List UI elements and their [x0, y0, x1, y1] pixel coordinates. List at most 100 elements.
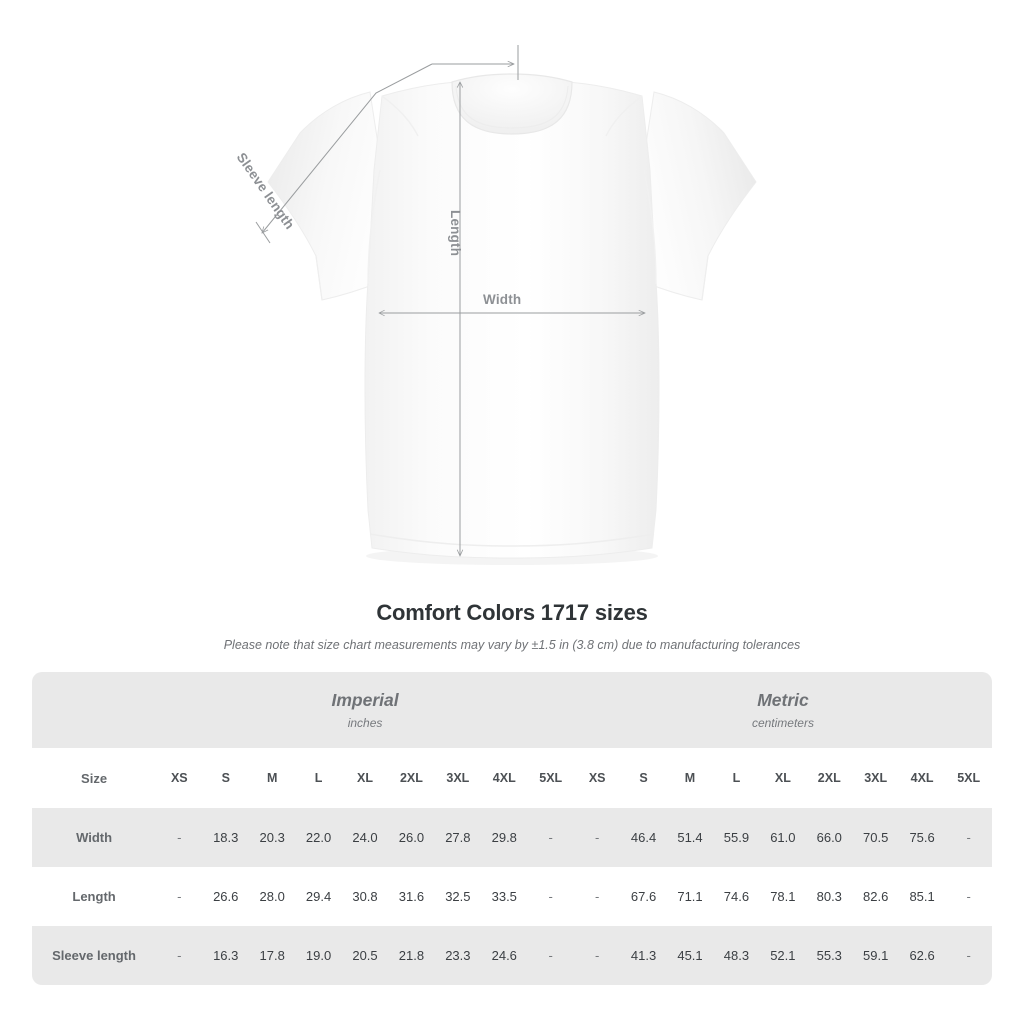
- size-header-metric-2xl: 2XL: [806, 748, 853, 808]
- left-shoulder-seam: [381, 95, 419, 137]
- unit-group-imperial-name: Imperial: [331, 690, 399, 711]
- cell-sleeve-metric-xs: -: [573, 926, 621, 985]
- row-label-width: Width: [32, 808, 157, 867]
- length-dim-label: Length: [448, 210, 463, 257]
- cell-length-imperial-5xl: -: [527, 867, 574, 926]
- cell-width-metric-xs: -: [573, 808, 621, 867]
- row-label-length: Length: [32, 867, 157, 926]
- cell-sleeve-metric-s: 41.3: [620, 926, 667, 985]
- cell-length-imperial-2xl: 31.6: [388, 867, 435, 926]
- cell-width-imperial-l: 22.0: [295, 808, 342, 867]
- unit-band-spacer: [32, 672, 157, 748]
- size-header-label: Size: [32, 748, 157, 808]
- cell-sleeve-imperial-xl: 20.5: [341, 926, 389, 985]
- right-sleeve-seam: [643, 169, 657, 285]
- unit-group-imperial-sub: inches: [347, 715, 383, 730]
- size-header-imperial-xl: XL: [341, 748, 389, 808]
- cell-sleeve-imperial-5xl: -: [527, 926, 574, 985]
- cell-width-metric-l: 55.9: [713, 808, 760, 867]
- cell-sleeve-imperial-l: 19.0: [295, 926, 342, 985]
- cell-sleeve-imperial-xs: -: [156, 926, 203, 985]
- size-header-metric-xl: XL: [759, 748, 807, 808]
- cell-sleeve-imperial-2xl: 21.8: [388, 926, 435, 985]
- unit-group-metric: Metric centimeters: [573, 672, 992, 748]
- cell-sleeve-metric-4xl: 62.6: [898, 926, 946, 985]
- cell-width-imperial-2xl: 26.0: [388, 808, 435, 867]
- cell-length-metric-m: 71.1: [666, 867, 714, 926]
- cell-length-metric-l: 74.6: [713, 867, 760, 926]
- cell-length-imperial-4xl: 33.5: [481, 867, 528, 926]
- cell-length-imperial-xl: 30.8: [341, 867, 389, 926]
- table-row: Width - 18.3 20.3 22.0 24.0 26.0 27.8 29…: [32, 808, 992, 867]
- cell-length-metric-4xl: 85.1: [898, 867, 946, 926]
- dimension-lines: [255, 45, 645, 556]
- table-row: Length - 26.6 28.0 29.4 30.8 31.6 32.5 3…: [32, 867, 992, 926]
- cell-length-metric-2xl: 80.3: [806, 867, 853, 926]
- size-header-imperial-xs: XS: [156, 748, 203, 808]
- size-header-metric-m: M: [666, 748, 714, 808]
- size-header-metric-5xl: 5XL: [945, 748, 992, 808]
- size-header-imperial-s: S: [202, 748, 249, 808]
- cell-length-metric-xl: 78.1: [759, 867, 807, 926]
- width-dim-label: Width: [483, 292, 522, 307]
- cell-sleeve-metric-2xl: 55.3: [806, 926, 853, 985]
- size-header-imperial-m: M: [248, 748, 296, 808]
- size-header-metric-s: S: [620, 748, 667, 808]
- left-sleeve-hem: [315, 255, 323, 301]
- size-header-metric-xs: XS: [573, 748, 621, 808]
- cell-sleeve-imperial-4xl: 24.6: [481, 926, 528, 985]
- unit-band-row: Imperial inches Metric centimeters: [32, 672, 992, 748]
- cell-length-imperial-l: 29.4: [295, 867, 342, 926]
- cell-sleeve-metric-l: 48.3: [713, 926, 760, 985]
- collar: [451, 73, 573, 135]
- cell-width-imperial-m: 20.3: [248, 808, 296, 867]
- row-label-sleeve-length: Sleeve length: [32, 926, 157, 985]
- cell-sleeve-imperial-m: 17.8: [248, 926, 296, 985]
- unit-group-imperial: Imperial inches: [156, 672, 574, 748]
- cell-length-metric-s: 67.6: [620, 867, 667, 926]
- cell-width-imperial-3xl: 27.8: [434, 808, 482, 867]
- cell-sleeve-metric-xl: 52.1: [759, 926, 807, 985]
- size-header-row: Size XS S M L XL 2XL 3XL 4XL 5XL XS S M …: [32, 748, 992, 808]
- sleeve-end-tick: [255, 221, 271, 244]
- size-header-imperial-5xl: 5XL: [527, 748, 574, 808]
- size-table-wrapper: Imperial inches Metric centimeters Size …: [32, 672, 992, 985]
- cell-width-imperial-xl: 24.0: [341, 808, 389, 867]
- shirt-body-group: [267, 73, 757, 559]
- size-header-metric-l: L: [713, 748, 760, 808]
- cell-sleeve-metric-3xl: 59.1: [852, 926, 899, 985]
- sleeve-length-line: [262, 63, 433, 233]
- cell-width-metric-xl: 61.0: [759, 808, 807, 867]
- cell-width-metric-3xl: 70.5: [852, 808, 899, 867]
- cell-sleeve-imperial-s: 16.3: [202, 926, 249, 985]
- page-subtitle: Please note that size chart measurements…: [223, 638, 801, 652]
- cell-width-imperial-5xl: -: [527, 808, 574, 867]
- cell-width-imperial-4xl: 29.8: [481, 808, 528, 867]
- tshirt-diagram: Sleeve length Length Width: [234, 45, 757, 565]
- cell-width-metric-2xl: 66.0: [806, 808, 853, 867]
- cell-length-metric-5xl: -: [945, 867, 992, 926]
- size-header-imperial-4xl: 4XL: [481, 748, 528, 808]
- cell-length-imperial-xs: -: [156, 867, 203, 926]
- cell-sleeve-imperial-3xl: 23.3: [434, 926, 482, 985]
- unit-group-metric-name: Metric: [757, 690, 809, 711]
- cell-width-metric-m: 51.4: [666, 808, 714, 867]
- size-header-metric-3xl: 3XL: [852, 748, 899, 808]
- cell-width-metric-4xl: 75.6: [898, 808, 946, 867]
- cell-width-metric-5xl: -: [945, 808, 992, 867]
- unit-group-metric-sub: centimeters: [751, 715, 814, 730]
- cell-length-imperial-m: 28.0: [248, 867, 296, 926]
- cell-width-metric-s: 46.4: [620, 808, 667, 867]
- shirt-body: [364, 79, 660, 559]
- left-sleeve-seam: [367, 169, 381, 285]
- size-header-metric-4xl: 4XL: [898, 748, 946, 808]
- cell-width-imperial-s: 18.3: [202, 808, 249, 867]
- right-sleeve: [641, 91, 757, 301]
- cell-length-metric-xs: -: [573, 867, 621, 926]
- bottom-hem: [369, 533, 655, 547]
- size-header-imperial-3xl: 3XL: [434, 748, 482, 808]
- cell-length-metric-3xl: 82.6: [852, 867, 899, 926]
- right-sleeve-hem: [701, 255, 709, 301]
- title-block: Comfort Colors 1717 sizes Please note th…: [0, 600, 1024, 652]
